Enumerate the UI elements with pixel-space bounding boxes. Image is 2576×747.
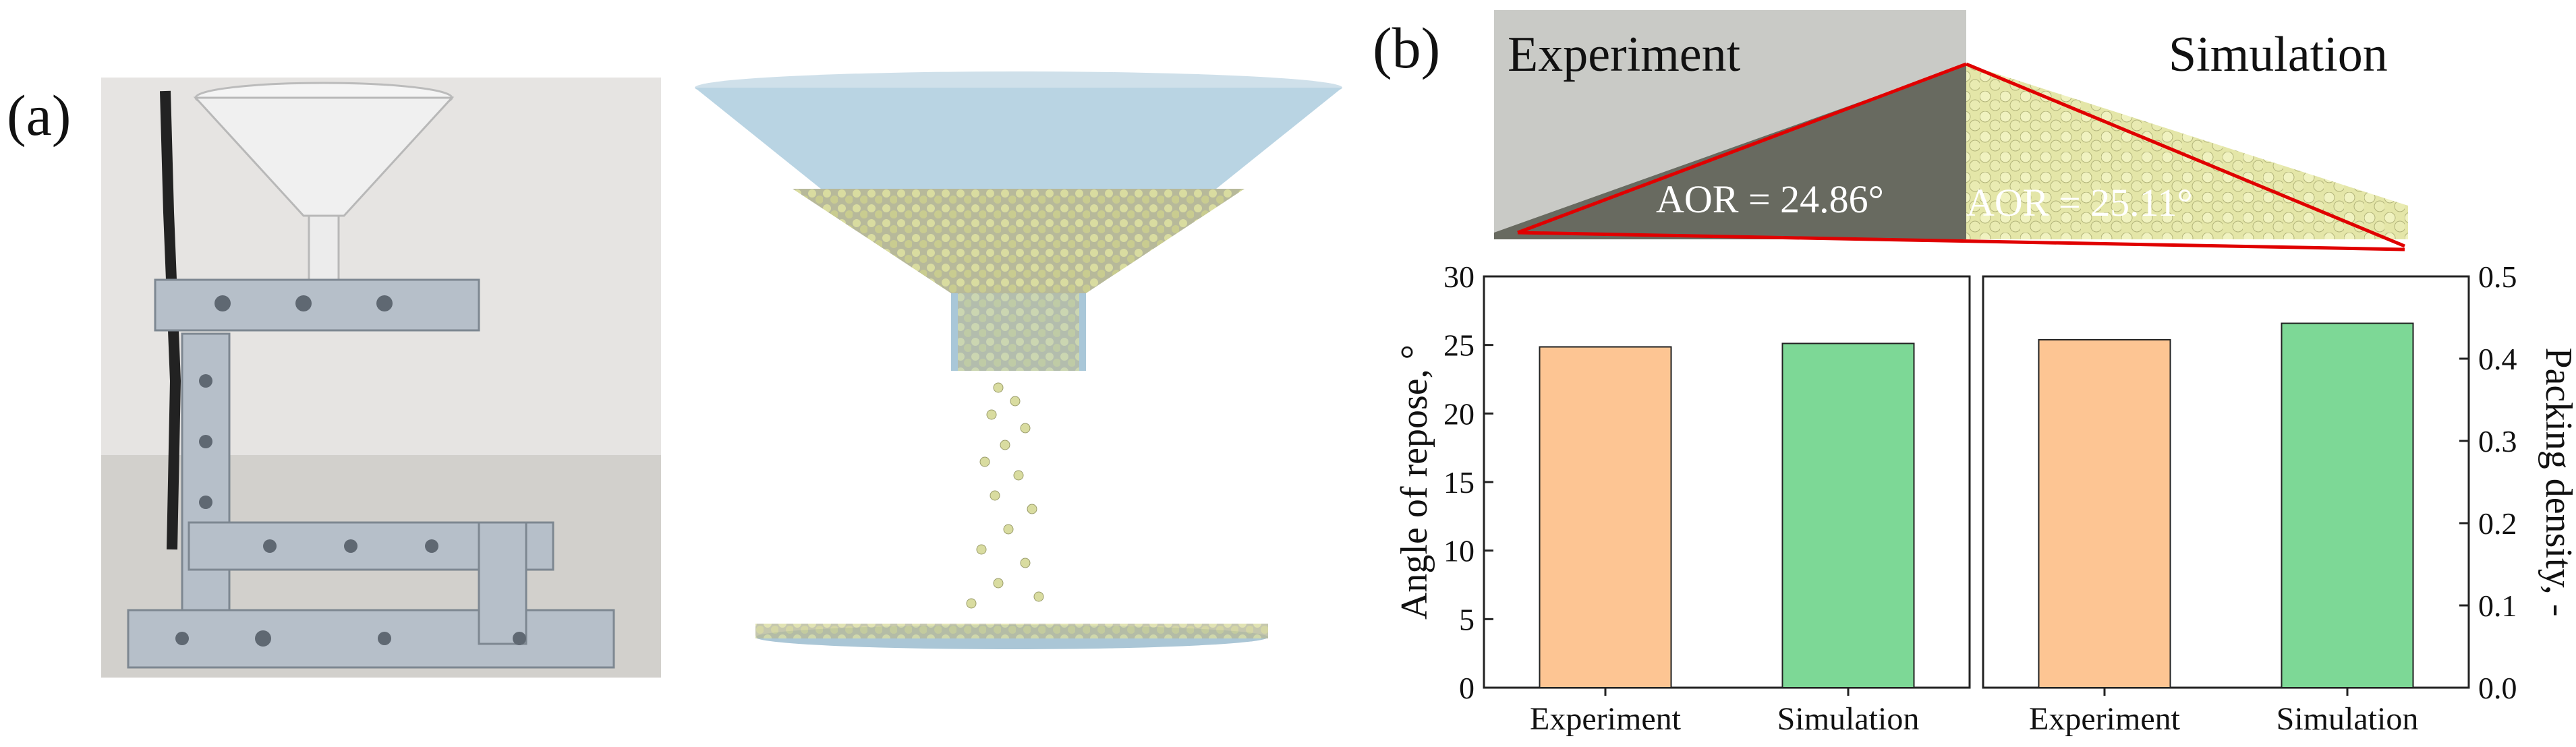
x-tick-label: Simulation [1777, 701, 1920, 737]
aor-baseline [1517, 231, 2405, 251]
y-tick-label: 0.0 [2478, 671, 2517, 705]
sim-funnel [695, 71, 1342, 371]
bar-charts: 0 5 10 15 20 25 30 Angle of repose, ° Experiment… [1394, 260, 2576, 737]
aor-label-experiment: AOR = 24.86° [1656, 177, 1884, 221]
bar-experiment [1539, 346, 1672, 688]
y-tick-label: 30 [1443, 260, 1475, 294]
aor-label-simulation: AOR = 25.11° [1966, 181, 2193, 225]
panel-b-label: (b) [1373, 16, 1441, 80]
y-tick-label: 0.2 [2478, 506, 2517, 541]
plot-frame-1 [1982, 275, 2470, 689]
bar-simulation [2281, 322, 2414, 689]
x-tick-label: Experiment [1530, 701, 1682, 737]
y-axis-label: Angle of repose, ° [1394, 345, 1435, 620]
y-tick-label: 20 [1443, 396, 1475, 431]
photo-title-experiment: Experiment [1508, 27, 1741, 82]
y-tick-label: 25 [1443, 328, 1475, 363]
y-tick-label: 0.3 [2478, 424, 2517, 458]
bar-simulation [1781, 342, 1915, 688]
falling-particles [966, 382, 1044, 609]
y-tick-label: 5 [1459, 602, 1475, 636]
y-tick-label: 0.1 [2478, 589, 2517, 623]
experiment-photo [101, 78, 661, 678]
aor-line-experiment [1517, 62, 1967, 235]
y-tick-label: 15 [1443, 465, 1475, 500]
aor-comparison-image: Experiment Simulation AOR = 24.86° AOR =… [1494, 10, 2415, 253]
y-tick-label: 0.5 [2478, 260, 2517, 294]
simulation-render [695, 71, 1342, 649]
panel-a-label: (a) [7, 83, 71, 148]
x-tick-label: Experiment [2029, 701, 2181, 737]
sim-base-plate [755, 624, 1268, 649]
x-tick-label: Simulation [2277, 701, 2419, 737]
y-tick-label: 0 [1459, 671, 1475, 705]
y-tick-label: 10 [1443, 534, 1475, 568]
bar-experiment [2038, 338, 2171, 688]
aor-line-simulation [1966, 62, 2405, 248]
metal-frame [127, 278, 615, 669]
y-tick-label: 0.4 [2478, 342, 2517, 376]
photo-title-simulation: Simulation [2169, 27, 2388, 82]
y-axis-label: Packing density, - [2538, 347, 2576, 616]
funnel-shape [193, 82, 455, 281]
